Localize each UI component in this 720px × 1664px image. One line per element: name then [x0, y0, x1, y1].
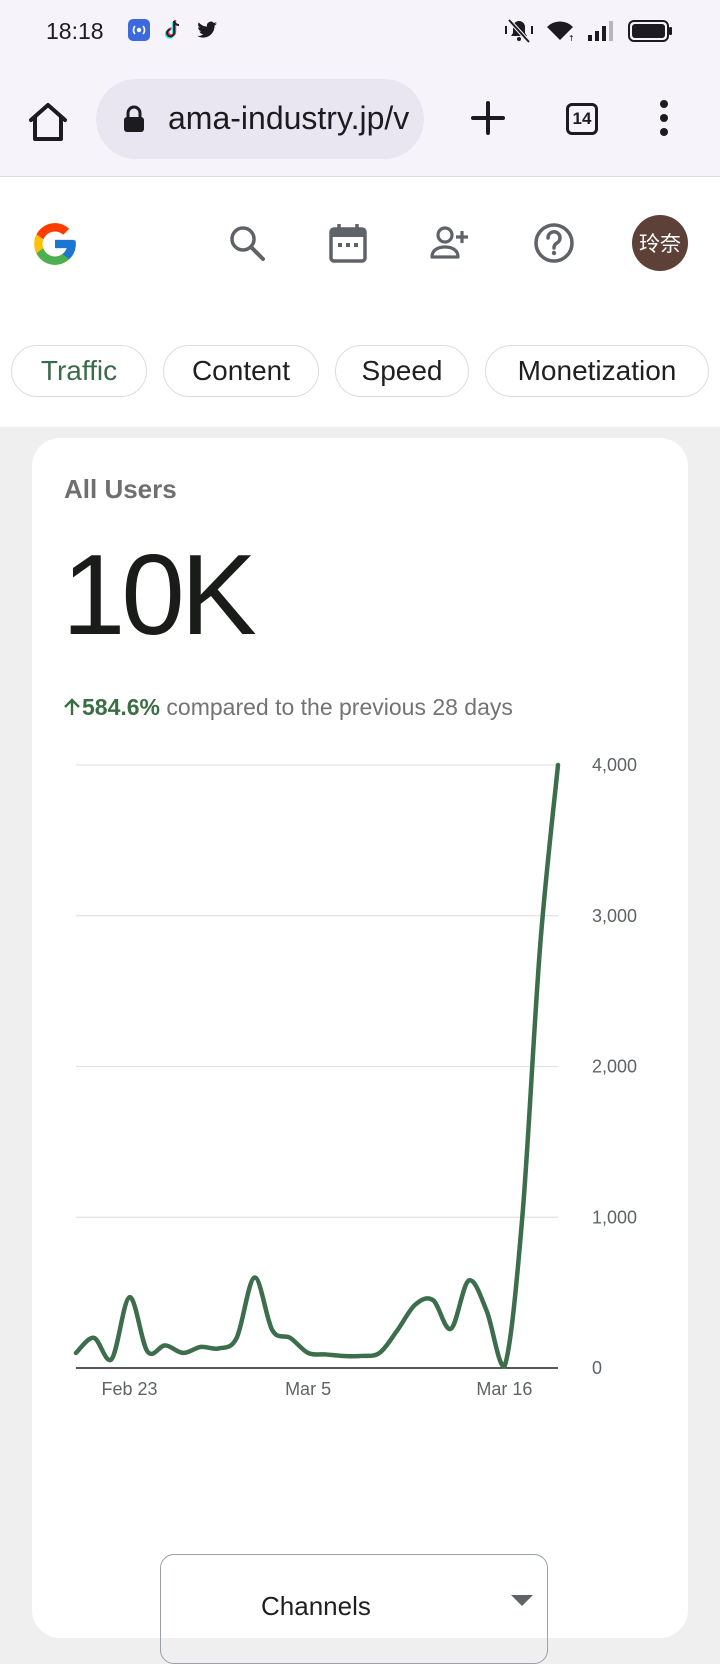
- chip-monetization[interactable]: Monetization: [485, 345, 709, 397]
- svg-text:↑↓: ↑↓: [568, 34, 574, 43]
- chip-speed[interactable]: Speed: [335, 345, 469, 397]
- dropdown-arrow-icon: [511, 1595, 533, 1606]
- card-title: All Users: [64, 474, 177, 504]
- url-text: ama-industry.jp/v: [168, 100, 410, 136]
- x-tick-label: Feb 23: [102, 1379, 158, 1399]
- change-percent: 584.6%: [82, 694, 161, 720]
- url-bar[interactable]: ama-industry.jp/v: [96, 79, 424, 159]
- signal-icon: [586, 19, 616, 48]
- dropdown-label: Channels: [261, 1591, 371, 1621]
- wifi-icon: ↑↓: [546, 19, 581, 48]
- app-header: 玲奈 Traffic Content Speed Monetization: [0, 177, 720, 427]
- calendar-icon[interactable]: [326, 221, 370, 270]
- home-icon[interactable]: [22, 96, 74, 148]
- comparison-text: 584.6% compared to the previous 28 days: [62, 694, 513, 721]
- search-icon[interactable]: [225, 221, 269, 270]
- y-tick-label: 3,000: [592, 906, 637, 926]
- chip-traffic[interactable]: Traffic: [11, 345, 147, 397]
- metric-value: 10K: [62, 532, 257, 659]
- y-tick-label: 4,000: [592, 755, 637, 775]
- cast-icon: [127, 18, 151, 47]
- new-tab-icon[interactable]: [468, 98, 508, 143]
- x-tick-label: Mar 16: [476, 1379, 532, 1399]
- muted-bell-icon: [504, 18, 534, 49]
- add-person-icon[interactable]: [428, 221, 472, 270]
- arrow-up-icon: [62, 694, 82, 720]
- twitter-icon: [195, 18, 219, 47]
- y-tick-label: 1,000: [592, 1207, 637, 1227]
- chip-content[interactable]: Content: [163, 345, 319, 397]
- y-tick-label: 0: [592, 1358, 602, 1378]
- x-tick-label: Mar 5: [285, 1379, 331, 1399]
- lock-icon: [122, 105, 146, 138]
- battery-icon: [628, 19, 674, 48]
- users-series-line: [73, 762, 561, 1369]
- google-logo-icon: [30, 219, 80, 274]
- channels-dropdown[interactable]: Channels: [160, 1554, 548, 1664]
- tab-switcher-button[interactable]: 14: [566, 103, 598, 135]
- browser-toolbar: ama-industry.jp/v 14: [0, 62, 720, 177]
- avatar[interactable]: 玲奈: [632, 215, 688, 271]
- y-tick-label: 2,000: [592, 1057, 637, 1077]
- help-icon[interactable]: [532, 221, 576, 270]
- tiktok-icon: [161, 18, 185, 47]
- more-vert-icon[interactable]: [652, 98, 676, 143]
- users-line-chart: 0 1,000 2,000 3,000 4,000 Feb 23 Mar 5 Mar 16: [73, 755, 637, 1399]
- change-caption: compared to the previous 28 days: [160, 694, 513, 720]
- status-bar: 18:18 ↑↓: [0, 0, 720, 62]
- status-time: 18:18: [46, 18, 104, 44]
- all-users-card: All Users 10K 584.6% compared to the pre…: [32, 438, 688, 1664]
